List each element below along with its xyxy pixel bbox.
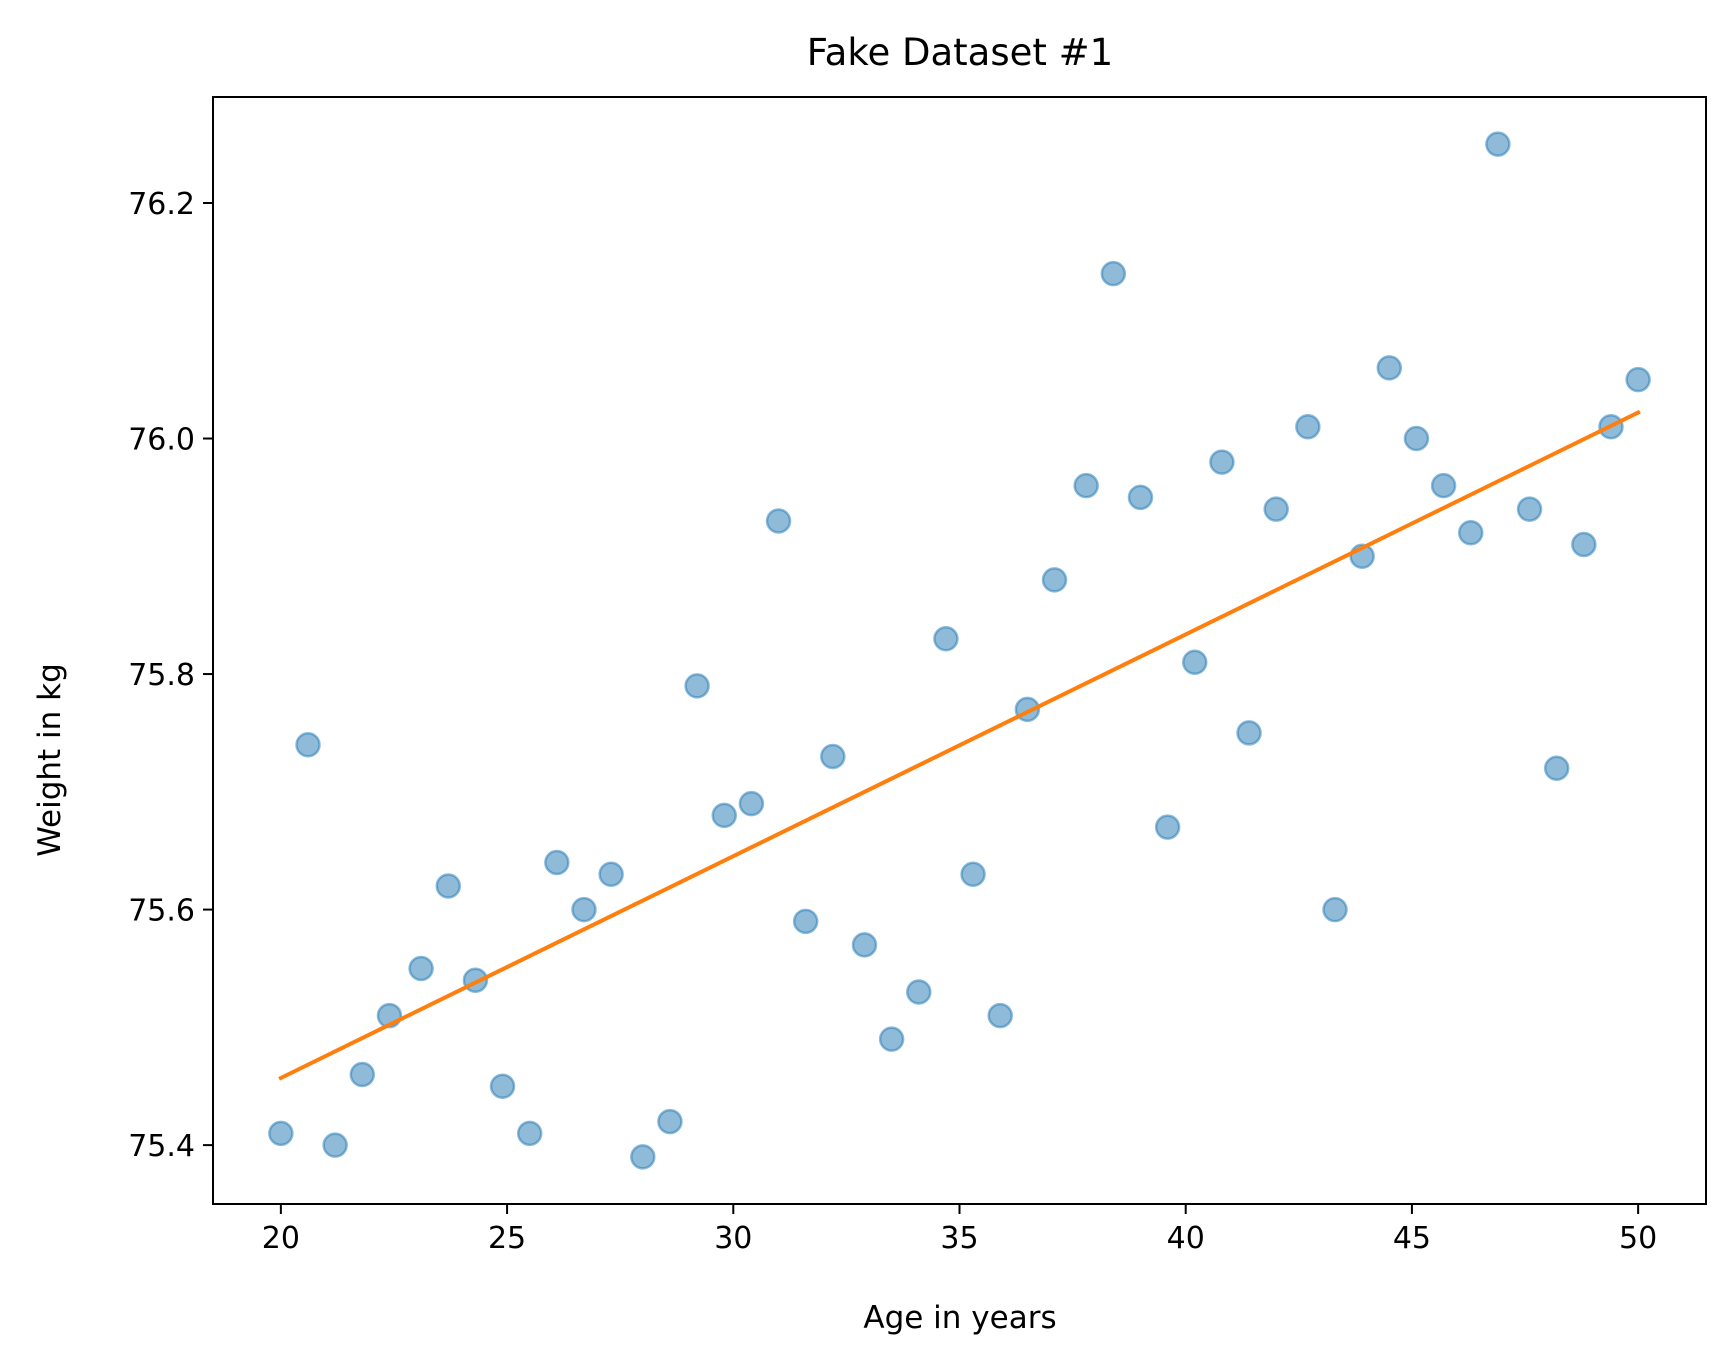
data-point <box>295 731 321 758</box>
data-point <box>711 802 737 829</box>
data-point <box>1322 896 1348 923</box>
x-tick-label: 45 <box>1393 1221 1431 1256</box>
data-point <box>906 979 932 1005</box>
data-point <box>1543 755 1570 782</box>
data-point <box>1263 496 1289 522</box>
data-point <box>1182 649 1208 676</box>
data-point <box>960 861 986 888</box>
chart-title: Fake Dataset #1 <box>807 31 1113 74</box>
y-tick-label: 75.6 <box>128 894 195 929</box>
data-point <box>1430 472 1457 499</box>
y-axis-label: Weight in kg <box>32 663 68 857</box>
fit-line <box>278 409 1641 1081</box>
data-point <box>1100 260 1127 287</box>
data-point <box>349 1061 376 1088</box>
y-tick-label: 75.8 <box>128 658 195 693</box>
data-point <box>1485 131 1511 157</box>
x-axis: 20 25 30 35 40 45 50 <box>262 1204 1657 1256</box>
data-point <box>933 625 959 652</box>
data-point <box>489 1073 516 1099</box>
data-point <box>1041 567 1068 593</box>
y-tick-label: 76.0 <box>128 423 195 458</box>
y-axis: 75.4 75.6 75.8 76.0 76.2 <box>128 187 213 1164</box>
data-point <box>792 908 819 935</box>
x-axis-label: Age in years <box>863 1300 1056 1336</box>
data-point <box>657 1108 683 1135</box>
data-point <box>516 1120 543 1147</box>
data-point <box>435 873 462 899</box>
data-point <box>1154 814 1181 840</box>
data-point <box>738 790 765 817</box>
data-point <box>1625 366 1651 393</box>
data-point <box>851 932 878 958</box>
data-point <box>1516 496 1543 522</box>
x-tick-label: 50 <box>1619 1221 1657 1256</box>
data-point <box>1571 531 1597 558</box>
data-point <box>1209 449 1235 475</box>
data-point <box>571 896 597 923</box>
x-tick-label: 20 <box>262 1221 300 1256</box>
x-tick-label: 30 <box>714 1221 752 1256</box>
data-point <box>1073 472 1099 499</box>
y-tick-label: 75.4 <box>128 1129 195 1164</box>
data-point <box>987 1002 1013 1029</box>
data-point <box>598 861 624 888</box>
data-point <box>630 1144 656 1170</box>
data-point <box>1127 484 1154 511</box>
data-point <box>322 1132 348 1158</box>
data-point <box>1376 355 1403 381</box>
plot-area <box>268 131 1651 1170</box>
data-point <box>684 673 710 699</box>
x-tick-label: 25 <box>488 1221 526 1256</box>
data-point <box>878 1026 905 1052</box>
plot-frame <box>212 96 1707 1205</box>
y-tick-label: 76.2 <box>128 187 195 222</box>
data-point <box>820 743 846 770</box>
x-tick-label: 35 <box>940 1221 978 1256</box>
x-tick-label: 40 <box>1167 1221 1205 1256</box>
data-point <box>408 955 434 982</box>
data-point <box>765 508 792 534</box>
data-point <box>544 849 570 876</box>
data-point <box>1295 413 1321 440</box>
data-point <box>1403 425 1430 452</box>
data-point <box>1236 720 1262 746</box>
data-point <box>268 1120 294 1147</box>
data-point <box>1457 519 1484 546</box>
